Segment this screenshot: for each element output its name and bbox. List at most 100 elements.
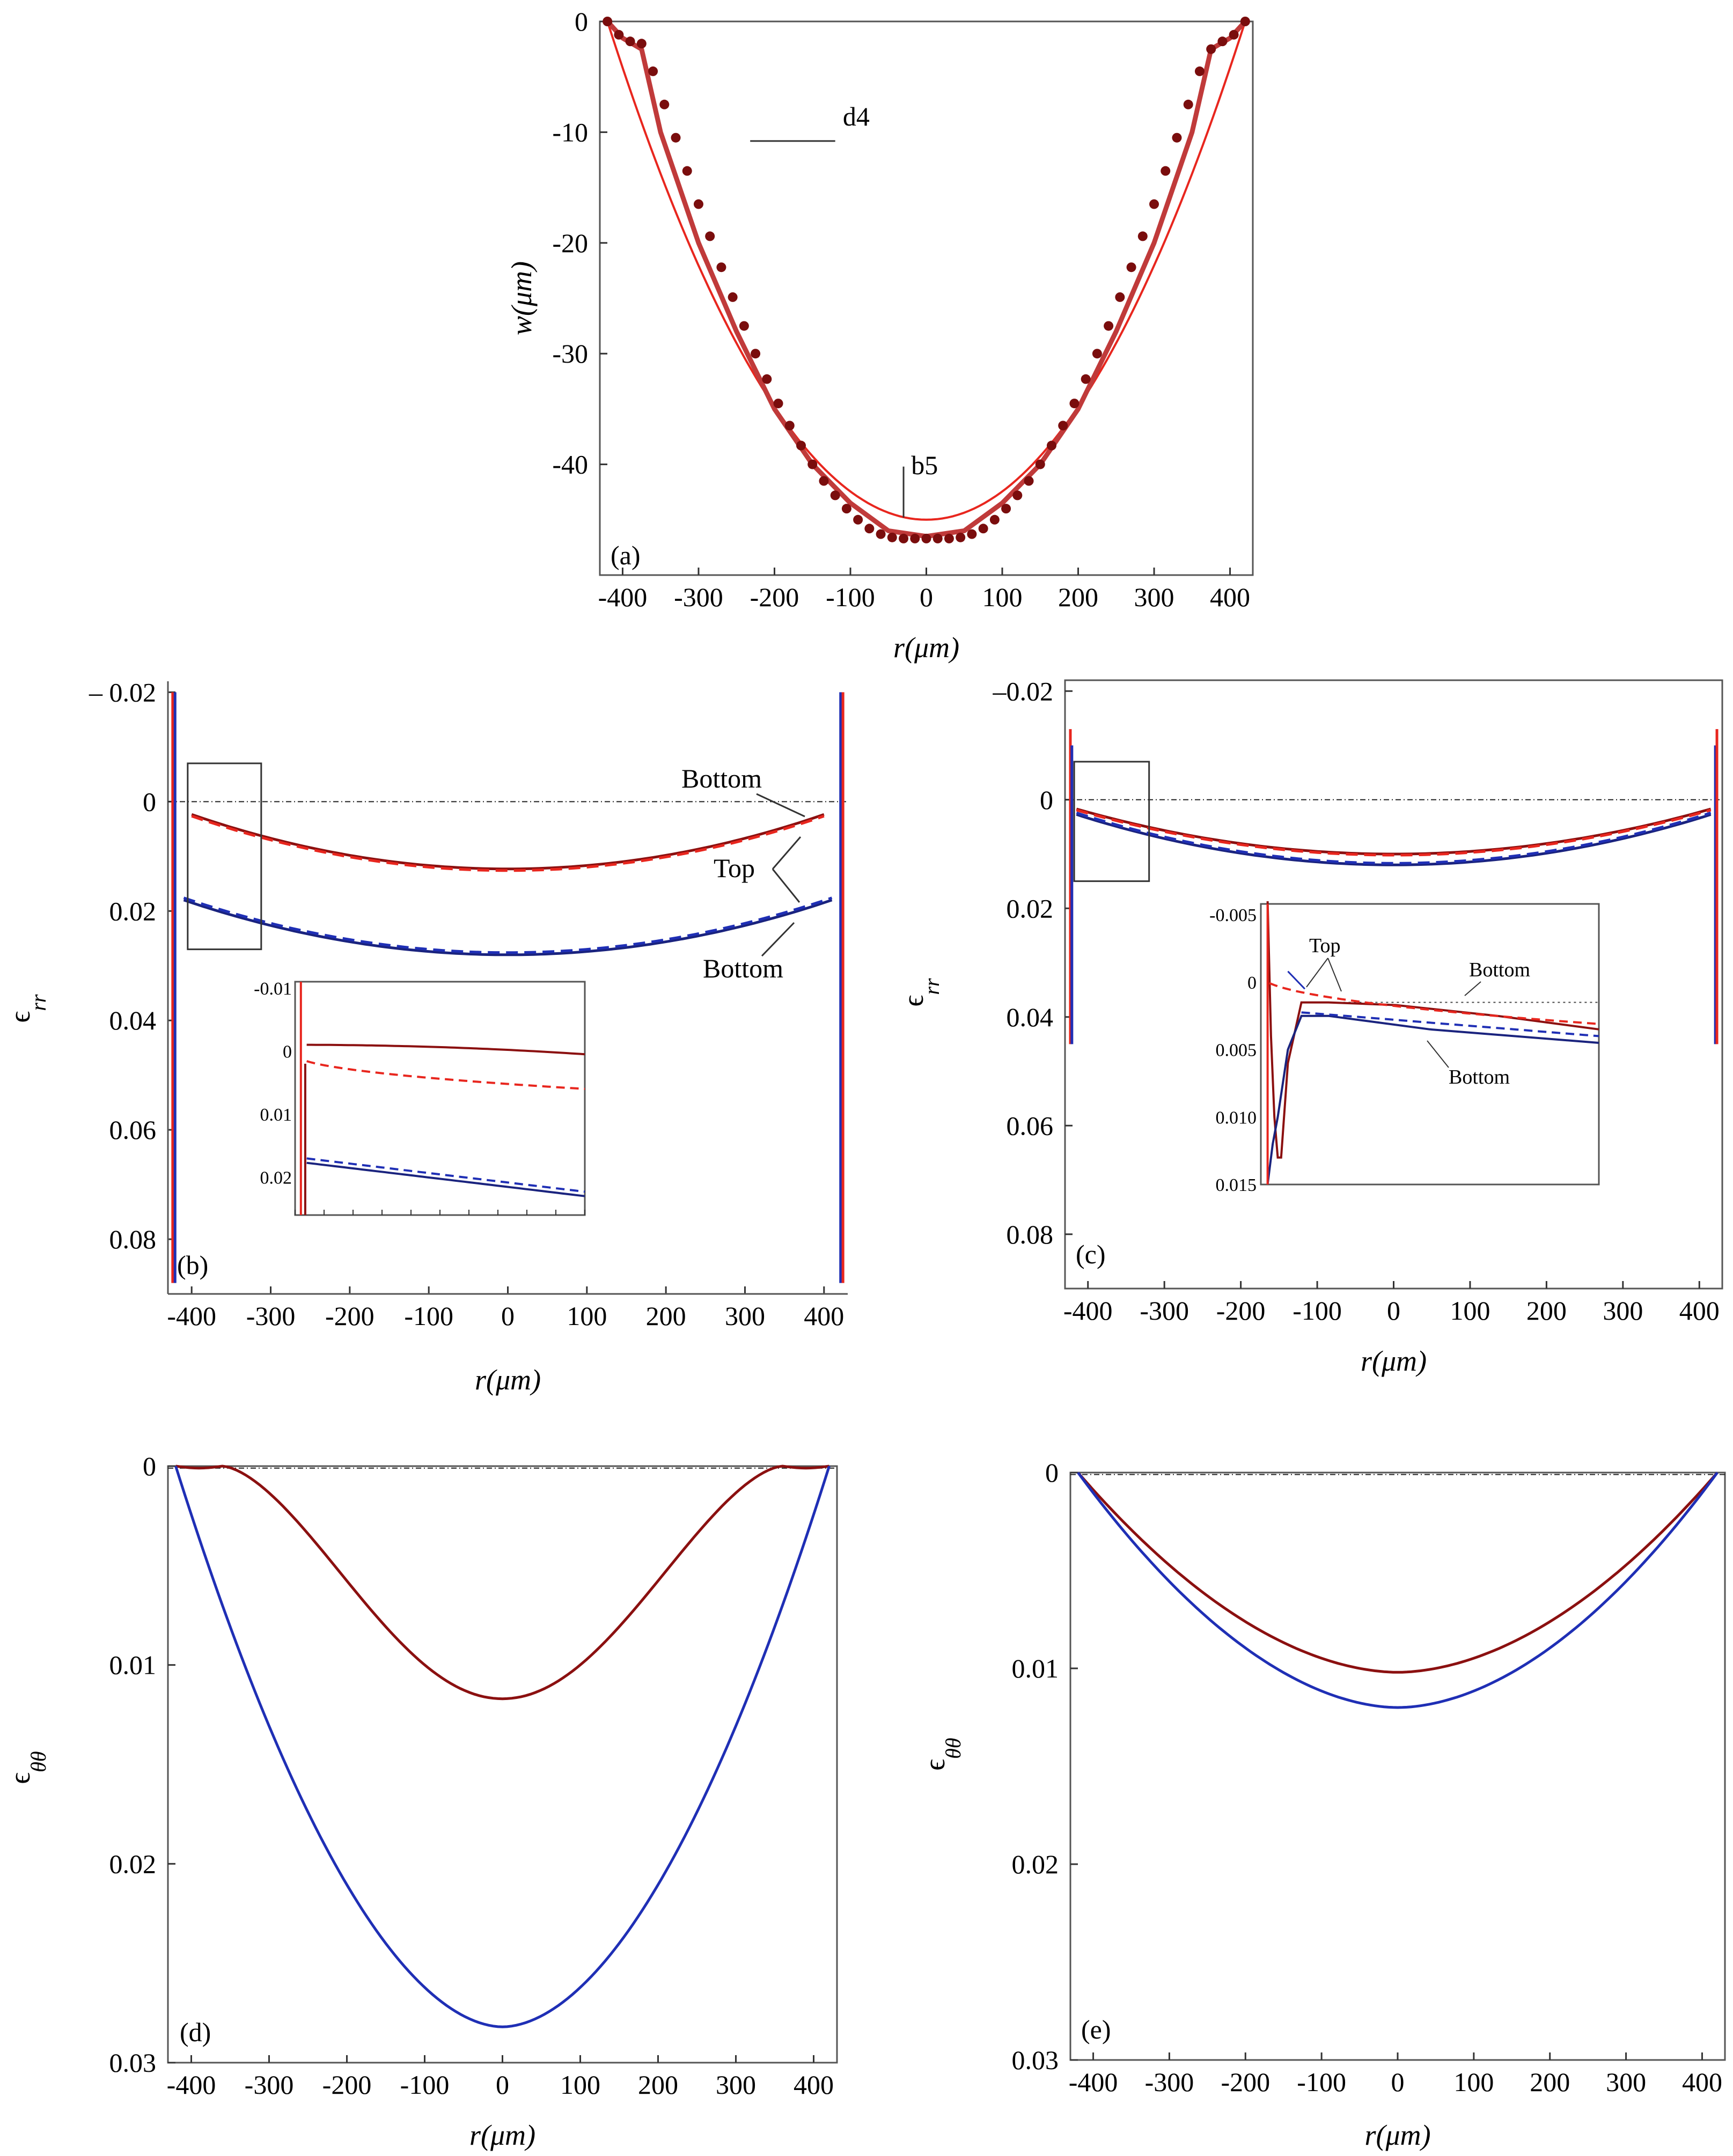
inset-bottom-dashed	[306, 1157, 585, 1193]
series-bottom-dashed	[183, 896, 833, 954]
annotation-leader	[772, 836, 802, 870]
x-tick-label: -300	[246, 1301, 296, 1331]
annotation-b5: b5	[911, 450, 938, 480]
measured-point	[648, 66, 658, 76]
y-axis-label: ϵrr	[4, 994, 50, 1022]
measured-point	[910, 533, 920, 543]
x-axis-label: r(μm)	[1364, 2119, 1430, 2151]
panel-label-b: (b)	[177, 1250, 208, 1280]
inset-y-tick-label: 0.005	[1216, 1041, 1257, 1061]
measured-point	[1149, 199, 1159, 209]
measured-point	[1194, 66, 1205, 76]
measured-point	[956, 532, 966, 542]
x-tick-label: 0	[501, 1301, 515, 1331]
measured-point	[636, 39, 647, 49]
annotation-leader	[1327, 958, 1342, 992]
inset-annotation-top: Top	[1309, 934, 1341, 957]
y-tick-label: 0	[1040, 785, 1053, 815]
annotation-bottom: Bottom	[681, 763, 762, 793]
annotation-leader	[756, 793, 805, 818]
x-tick-label: -100	[1293, 1296, 1342, 1326]
measured-point	[1046, 440, 1056, 451]
measured-point	[1092, 349, 1102, 359]
x-tick-label: 300	[716, 2070, 756, 2100]
y-tick-label: 0	[143, 1451, 156, 1481]
x-tick-label: 400	[1210, 582, 1250, 612]
inset-y-tick-label: 0.02	[260, 1168, 292, 1188]
x-tick-label: -300	[674, 582, 723, 612]
x-tick-label: 100	[1450, 1296, 1490, 1326]
x-tick-label: -400	[1063, 1296, 1113, 1326]
y-axis-label: ϵθθ	[919, 1738, 965, 1770]
measured-point	[659, 99, 670, 109]
y-tick-label: 0.03	[109, 2048, 157, 2078]
annotation-leader	[1306, 958, 1328, 988]
measured-point	[728, 292, 738, 302]
y-tick-label: 0	[575, 6, 588, 36]
y-tick-label: 0.01	[1012, 1653, 1059, 1683]
measured-point	[751, 349, 761, 359]
x-tick-label: -400	[167, 2070, 216, 2100]
series-bottom-dashed	[1076, 811, 1712, 865]
y-tick-label: 0.08	[1007, 1219, 1054, 1249]
measured-point	[841, 504, 851, 514]
measured-point	[1240, 17, 1250, 26]
measured-point	[784, 421, 795, 431]
y-axis-label: ϵθθ	[4, 1751, 50, 1784]
panel-label-d: (d)	[180, 2017, 211, 2047]
zoom-box	[1073, 761, 1150, 882]
measured-point	[705, 231, 715, 241]
inset-bottom-dashed	[1301, 1011, 1599, 1037]
x-tick-label: 300	[1606, 2067, 1646, 2097]
x-tick-label: -300	[1140, 1296, 1189, 1326]
panel-label-e: (e)	[1081, 2014, 1111, 2044]
x-tick-label: -200	[750, 582, 799, 612]
y-tick-label: -10	[552, 117, 588, 147]
x-tick-label: -100	[404, 1301, 453, 1331]
series-top-solid	[1076, 807, 1712, 856]
x-tick-label: -300	[245, 2070, 294, 2100]
series-top-dashed	[1076, 808, 1712, 857]
measured-point	[716, 262, 726, 273]
x-tick-label: -100	[826, 582, 875, 612]
x-tick-label: -400	[1069, 2067, 1118, 2097]
inset-top-solid	[306, 1043, 585, 1056]
inset-y-tick-label: 0	[1247, 973, 1257, 993]
x-tick-label: 300	[725, 1301, 765, 1331]
x-tick-label: 400	[1679, 1296, 1720, 1326]
series-top-solid	[191, 813, 825, 871]
y-tick-label: 0.06	[1007, 1110, 1054, 1140]
zoom-box	[187, 762, 262, 951]
series-bottom-solid	[1076, 813, 1712, 866]
series-top-line	[1077, 1471, 1719, 1674]
measured-point	[807, 459, 818, 469]
measured-point	[876, 529, 886, 539]
inset-y-tick-label: -0.005	[1209, 906, 1257, 925]
x-axis-label: r(μm)	[1361, 1345, 1427, 1377]
measured-point	[1229, 30, 1239, 40]
y-tick-label: 0.04	[1007, 1002, 1054, 1032]
measured-point	[989, 514, 1000, 525]
measured-point	[796, 440, 806, 451]
annotation-bottom: Bottom	[703, 953, 783, 983]
x-tick-label: 0	[920, 582, 933, 612]
y-tick-label: 0.03	[1012, 2045, 1059, 2075]
annotation-leader	[1427, 1040, 1449, 1068]
x-tick-label: 0	[1391, 2067, 1405, 2097]
y-tick-label: -20	[552, 228, 588, 258]
x-tick-label: -100	[400, 2070, 450, 2100]
measured-point	[1115, 292, 1125, 302]
measured-point	[853, 514, 863, 525]
x-tick-label: -200	[325, 1301, 374, 1331]
panel-d-frame	[167, 1465, 838, 2064]
series-bottom-solid	[183, 899, 833, 956]
measured-point	[693, 199, 703, 209]
y-tick-label: 0.04	[109, 1005, 157, 1035]
x-tick-label: -200	[1216, 1296, 1266, 1326]
measured-point	[932, 533, 943, 543]
panel-a-frame	[599, 20, 1254, 576]
y-tick-label: 0.01	[109, 1650, 157, 1680]
annotation-leader	[761, 922, 795, 957]
inset-annotation-bottom: Bottom	[1449, 1066, 1510, 1088]
